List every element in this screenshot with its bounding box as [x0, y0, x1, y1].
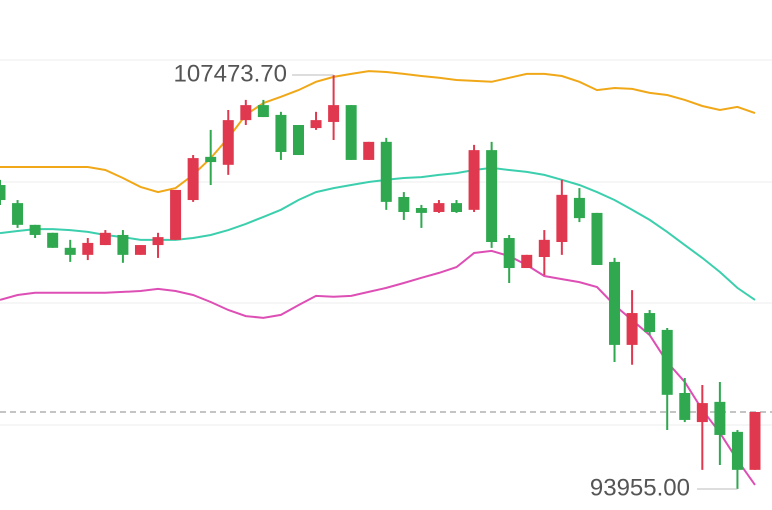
candle-body — [328, 105, 340, 122]
candle-body — [257, 105, 269, 118]
candle-body — [679, 392, 691, 420]
candle-body — [292, 125, 304, 156]
candle-body — [12, 203, 24, 225]
band-line — [0, 249, 756, 486]
candle-body — [661, 329, 673, 395]
background-grid — [0, 59, 772, 426]
candle-body — [573, 197, 585, 219]
candle-body — [749, 411, 761, 470]
candle-body — [170, 189, 182, 240]
candle-body — [240, 105, 252, 121]
candle-body — [644, 313, 656, 333]
candle-body — [731, 431, 743, 470]
candle-body — [626, 313, 638, 345]
candle-body — [47, 232, 59, 248]
candle-body — [187, 158, 199, 201]
candle-body — [64, 247, 76, 255]
candle-body — [345, 105, 357, 160]
candle-body — [82, 242, 94, 255]
candle-body — [714, 401, 726, 435]
candle-body — [556, 194, 568, 242]
candle-body — [415, 208, 427, 213]
max-label: 107473.70 — [174, 60, 287, 87]
candle-body — [117, 234, 129, 255]
candle-body — [275, 114, 287, 152]
candle-body — [468, 150, 480, 210]
candle-body — [205, 156, 217, 163]
candle-body — [0, 185, 6, 201]
candle-body — [451, 203, 463, 212]
candle-body — [591, 212, 603, 265]
band-line — [0, 166, 756, 301]
candle-body — [398, 196, 410, 212]
candle-body — [29, 224, 41, 235]
min-label: 93955.00 — [590, 474, 690, 501]
candle-body — [486, 150, 498, 242]
candle-body — [363, 141, 375, 160]
candle-body — [152, 237, 164, 246]
candle-body — [134, 245, 146, 255]
candle-body — [609, 261, 621, 345]
candle-body — [222, 120, 234, 165]
candle-body — [696, 403, 708, 423]
band-line — [0, 70, 756, 194]
candle-body — [310, 120, 322, 129]
candle-body — [538, 239, 550, 258]
candle-body — [99, 232, 111, 246]
candle-body — [380, 141, 392, 202]
candle-body — [521, 254, 533, 269]
candle-body — [433, 203, 445, 212]
candle-body — [503, 238, 515, 269]
